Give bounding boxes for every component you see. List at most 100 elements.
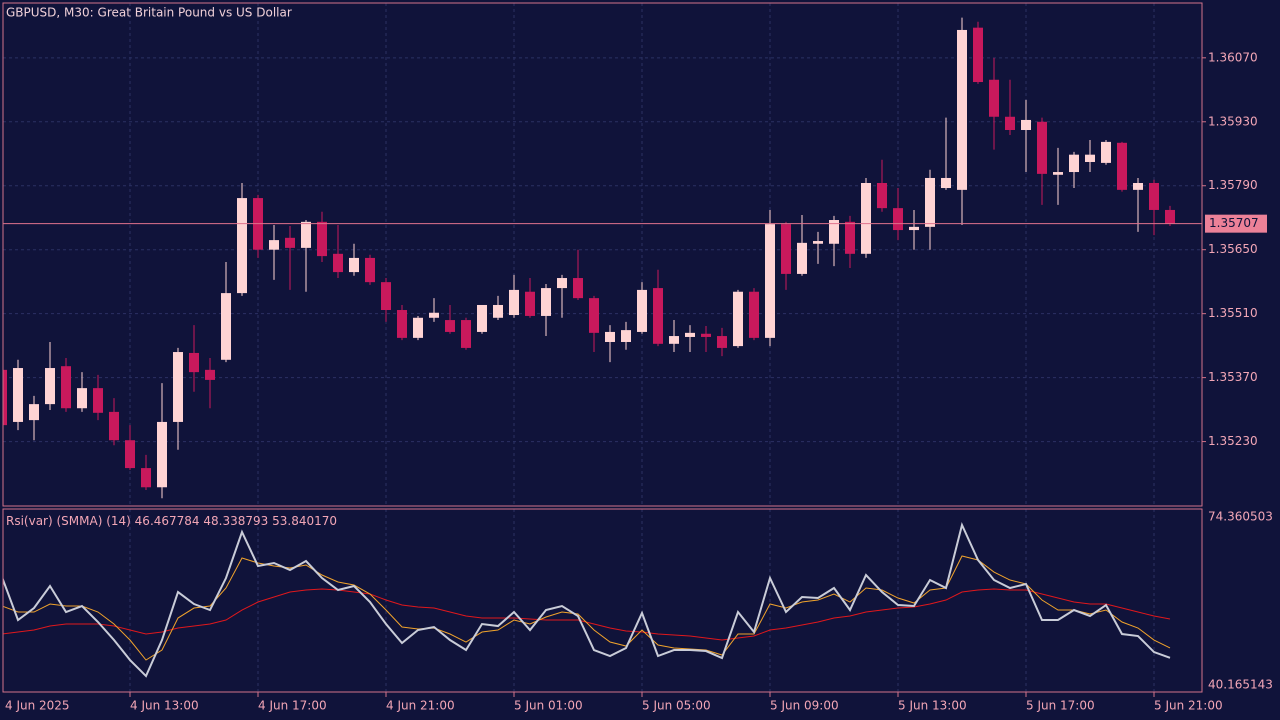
y-tick-label: 1.35930: [1208, 114, 1258, 128]
x-tick-label: 4 Jun 17:00: [258, 699, 327, 713]
candle-body: [941, 177, 951, 189]
candle-body: [77, 388, 87, 409]
candle-body: [845, 221, 855, 254]
candle-body: [141, 468, 151, 488]
candle-body: [829, 220, 839, 244]
candle-body: [701, 333, 711, 337]
x-tick-label: 5 Jun 17:00: [1026, 699, 1095, 713]
candle-body: [717, 336, 727, 348]
y-limit-label: 74.360503: [1208, 510, 1273, 524]
candle-body: [637, 289, 647, 332]
candle-body: [477, 304, 487, 332]
candle-body: [13, 368, 23, 422]
rsi-frame: [2, 508, 1203, 693]
indicator-value: 53.840170: [272, 514, 337, 528]
candle-body: [173, 352, 183, 422]
candle-body: [509, 289, 519, 316]
candle-body: [1101, 141, 1111, 163]
candle-body: [749, 291, 759, 338]
price-pane: [3, 17, 1202, 499]
candle-body: [93, 388, 103, 413]
candle-body: [397, 310, 407, 338]
candle-body: [733, 291, 743, 347]
candle-body: [1021, 119, 1031, 131]
candle-body: [1037, 121, 1047, 174]
candle-body: [861, 183, 871, 254]
y-tick-label: 1.35230: [1208, 434, 1258, 448]
candle-body: [61, 366, 71, 409]
candle-body: [317, 221, 327, 257]
candle-body: [541, 288, 551, 316]
candle-body: [1053, 172, 1063, 175]
candle-body: [989, 79, 999, 117]
x-tick-label: 5 Jun 21:00: [1154, 699, 1223, 713]
candle-body: [157, 421, 167, 488]
candle-body: [957, 29, 967, 190]
candle-body: [493, 304, 503, 318]
candle-body: [765, 224, 775, 338]
candle-body: [781, 224, 791, 274]
indicator-value: 46.467784: [135, 514, 200, 528]
candle-body: [605, 331, 615, 342]
chart-title: GBPUSD, M30: Great Britain Pound vs US D…: [6, 6, 292, 20]
candle-body: [381, 282, 391, 311]
y-tick-label: 1.36070: [1208, 50, 1258, 64]
candle-body: [109, 411, 119, 441]
price-frame: [2, 2, 1203, 507]
candle-body: [973, 27, 983, 83]
candle-body: [1149, 183, 1159, 210]
candle-body: [445, 320, 455, 332]
candle-body: [1165, 209, 1175, 224]
candle-body: [909, 226, 919, 231]
x-tick-label: 5 Jun 09:00: [770, 699, 839, 713]
candle-body: [285, 237, 295, 248]
indicator-name: Rsi(var) (SMMA) (14): [6, 514, 131, 528]
candle-body: [461, 320, 471, 348]
candle-body: [1133, 183, 1143, 190]
y-tick-label: 1.35650: [1208, 242, 1258, 256]
x-tick-label: 5 Jun 13:00: [898, 699, 967, 713]
candle-body: [29, 404, 39, 421]
candle-body: [413, 317, 423, 338]
candle-body: [653, 288, 663, 344]
candle-body: [1069, 154, 1079, 173]
candle-body: [621, 330, 631, 342]
current-price-box: [1205, 214, 1267, 233]
y-tick-label: 1.35370: [1208, 370, 1258, 384]
candle-body: [205, 369, 215, 380]
grid-layer: [3, 3, 1202, 692]
candle-body: [189, 352, 199, 373]
candle-body: [589, 298, 599, 333]
candle-body: [3, 369, 7, 426]
y-tick-label: 1.35510: [1208, 306, 1258, 320]
candle-body: [301, 221, 311, 248]
candle-body: [269, 240, 279, 250]
candle-body: [429, 312, 439, 318]
indicator-label: Rsi(var) (SMMA) (14) 46.467784 48.338793…: [6, 514, 337, 528]
x-tick-label: 5 Jun 05:00: [642, 699, 711, 713]
rsi-pane: [3, 522, 1171, 678]
candle-body: [925, 177, 935, 227]
candle-body: [685, 332, 695, 337]
candle-body: [333, 253, 343, 273]
indicator-value: 48.338793: [203, 514, 268, 528]
x-tick-label: 5 Jun 01:00: [514, 699, 583, 713]
candle-body: [365, 257, 375, 283]
candle-body: [1085, 154, 1095, 162]
candle-body: [525, 291, 535, 316]
x-tick-label: 4 Jun 13:00: [130, 699, 199, 713]
candle-body: [573, 278, 583, 299]
indicator-line: [3, 555, 1171, 661]
candle-body: [893, 208, 903, 231]
candle-body: [797, 242, 807, 274]
x-tick-label: 4 Jun 21:00: [386, 699, 455, 713]
candle-body: [813, 241, 823, 244]
candle-body: [45, 368, 55, 405]
candle-body: [237, 198, 247, 294]
candle-body: [125, 440, 135, 469]
axis-layer: 1.36070 1.35930 1.35790 1.35650 1.35510 1.353…: [5, 50, 1273, 712]
candle-body: [221, 293, 231, 360]
indicator-line: [3, 522, 1171, 678]
candle-body: [1117, 142, 1127, 190]
